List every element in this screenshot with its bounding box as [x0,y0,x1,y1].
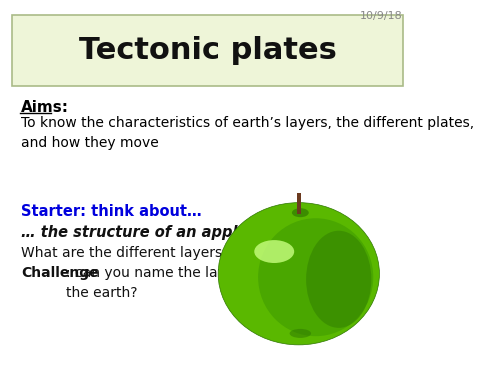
FancyBboxPatch shape [296,194,301,214]
Ellipse shape [258,218,374,336]
Text: Challenge: Challenge [21,266,98,280]
Text: : can you name the layers of
the earth?: : can you name the layers of the earth? [66,266,264,300]
Ellipse shape [290,329,311,338]
Ellipse shape [218,202,380,345]
Text: Tectonic plates: Tectonic plates [78,36,336,65]
FancyBboxPatch shape [12,15,402,86]
Text: 10/9/18: 10/9/18 [360,11,403,21]
Text: What are the different layers called?: What are the different layers called? [21,246,275,260]
Text: To know the characteristics of earth’s layers, the different plates,
and how the: To know the characteristics of earth’s l… [21,116,474,150]
Ellipse shape [306,231,372,328]
Ellipse shape [292,208,309,217]
Text: … the structure of an apple: … the structure of an apple [21,225,247,240]
Text: Aims:: Aims: [21,100,69,115]
Text: Starter: think about…: Starter: think about… [21,204,202,219]
Ellipse shape [254,240,294,263]
